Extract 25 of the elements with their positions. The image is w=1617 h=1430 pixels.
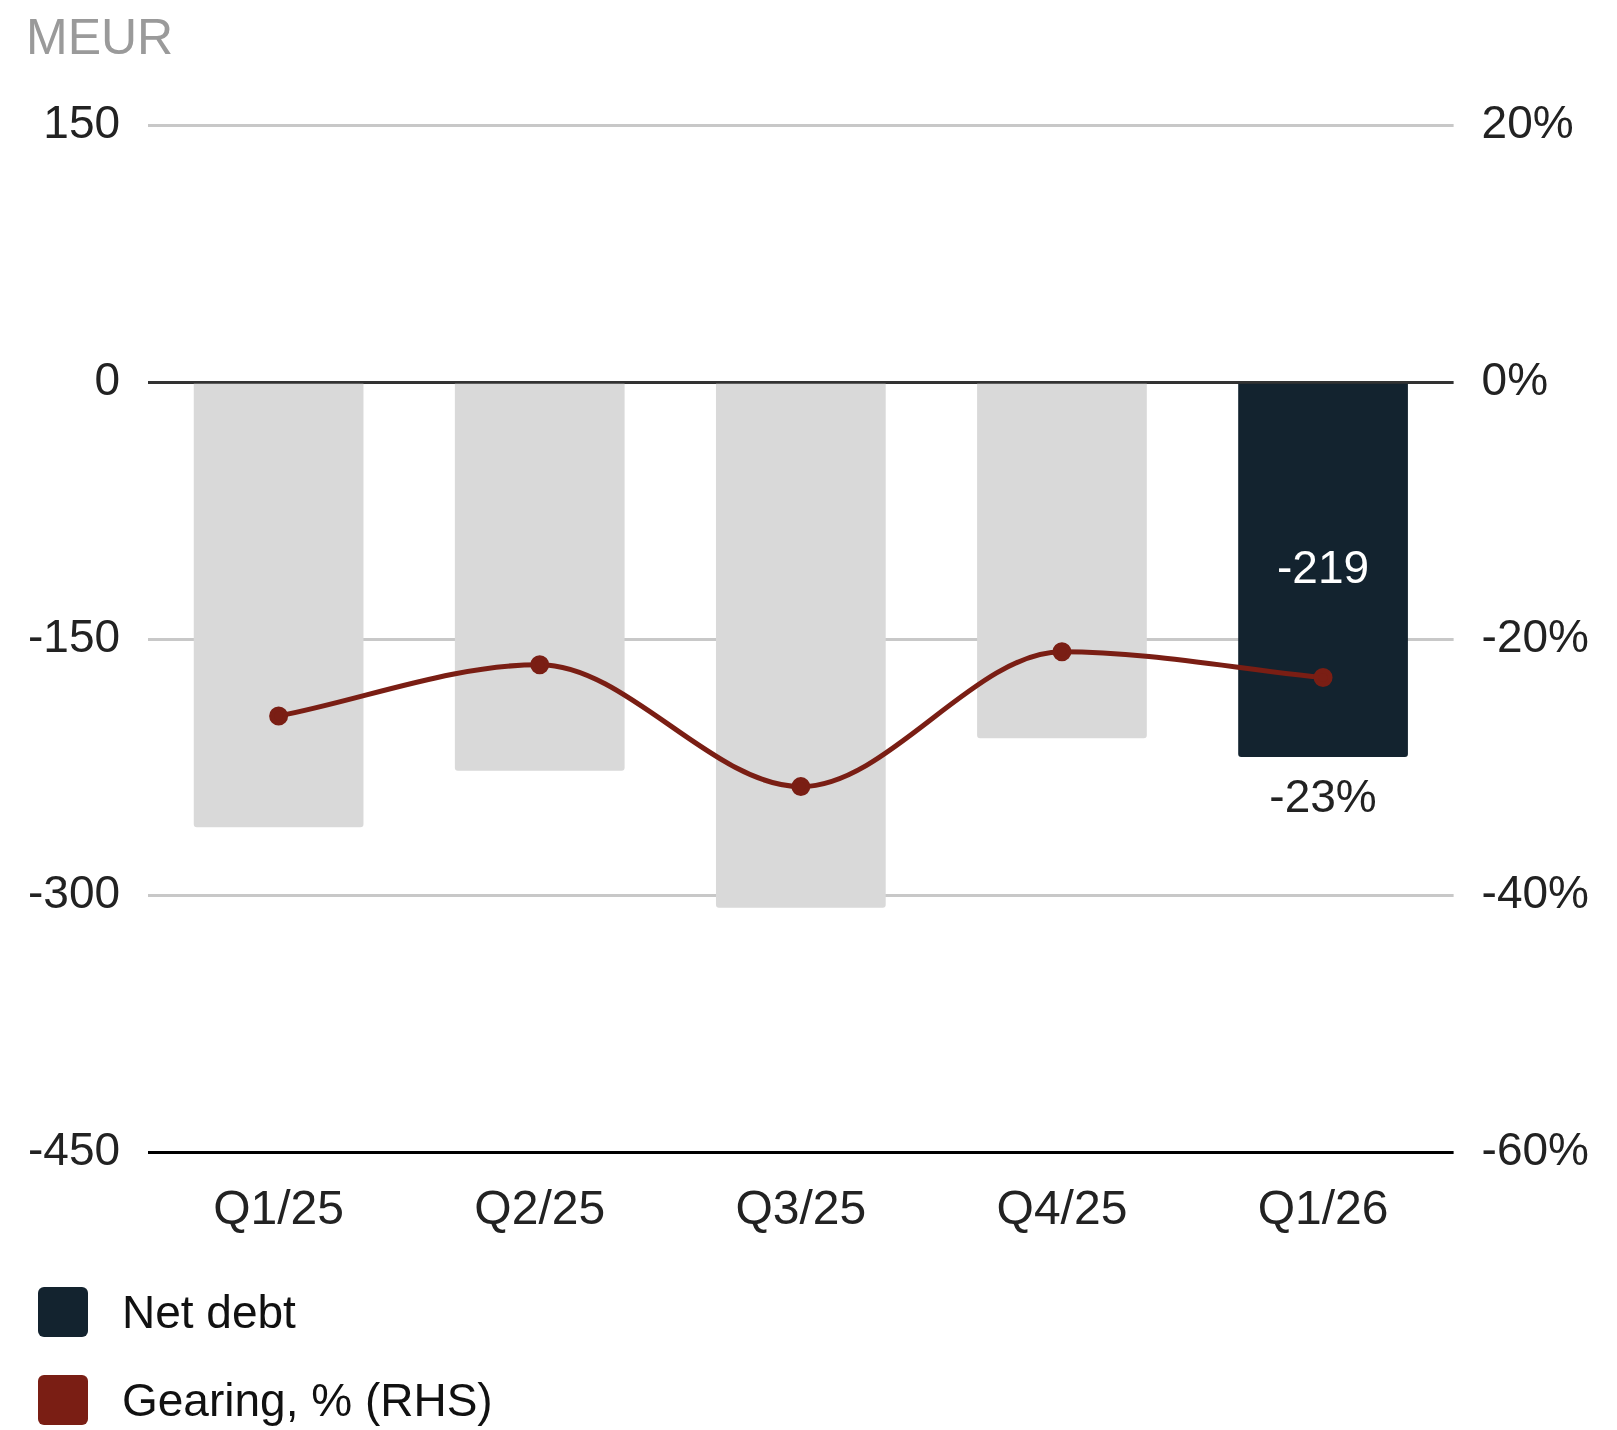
legend-label: Net debt <box>122 1285 296 1339</box>
y-tick-label: -150 <box>27 609 121 662</box>
x-tick-label: Q1/25 <box>213 1181 344 1235</box>
point <box>791 777 811 797</box>
y-tick-label: -300 <box>27 866 121 919</box>
x-tick-label: Q3/25 <box>735 1181 867 1235</box>
point <box>530 655 550 675</box>
y-tick-label: 0 <box>94 352 121 405</box>
x-tick-label: Q2/25 <box>474 1181 606 1235</box>
data-label: -23% <box>1269 770 1377 823</box>
y2-tick-label: -40% <box>1481 866 1589 919</box>
y2-tick-label: -20% <box>1481 609 1589 662</box>
y2-tick-label: 20% <box>1481 96 1574 149</box>
legend-label: Gearing, % (RHS) <box>122 1373 493 1427</box>
point <box>1313 668 1333 688</box>
y-tick-label: -450 <box>27 1123 121 1176</box>
y2-tick-label: 0% <box>1481 352 1549 405</box>
y-tick-label: 150 <box>43 96 121 149</box>
point <box>269 706 289 726</box>
point <box>1052 642 1072 662</box>
x-tick-label: Q4/25 <box>996 1181 1128 1235</box>
y-axis-title: MEUR <box>26 8 174 66</box>
y2-tick-label: -60% <box>1481 1123 1589 1176</box>
x-tick-label: Q1/26 <box>1257 1181 1389 1235</box>
data-label: -219 <box>1277 541 1370 594</box>
